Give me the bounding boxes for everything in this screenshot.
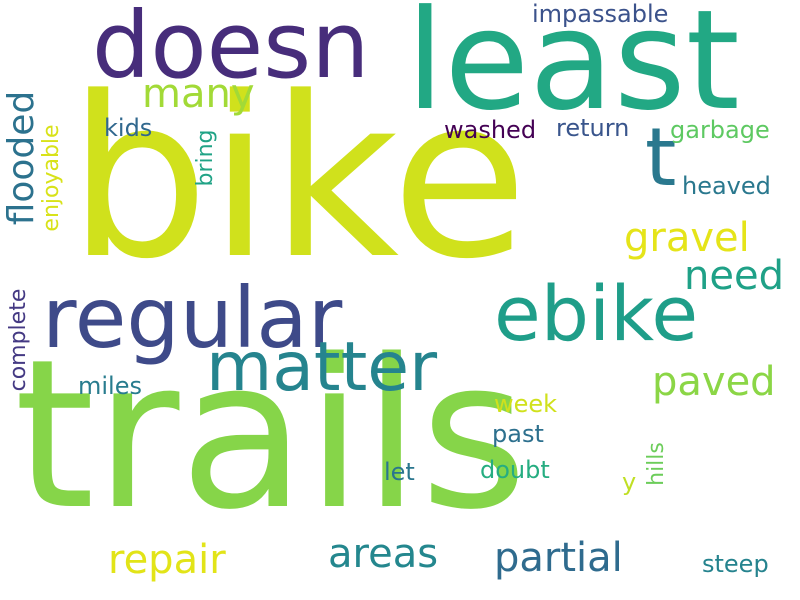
word-steep: steep — [702, 550, 769, 578]
word-paved: paved — [652, 359, 776, 405]
word-let: let — [384, 458, 415, 486]
word-past: past — [492, 420, 544, 448]
word-least: least — [406, 0, 740, 141]
word-bring: bring — [193, 129, 218, 187]
word-garbage: garbage — [670, 116, 770, 144]
word-flooded: flooded — [1, 90, 42, 226]
word-bike: bike — [68, 50, 528, 308]
word-doubt: doubt — [480, 456, 550, 484]
word-enjoyable: enjoyable — [39, 124, 64, 232]
word-t: t — [645, 111, 677, 204]
word-y: y — [622, 468, 637, 496]
word-miles: miles — [78, 372, 142, 400]
word-many: many — [142, 71, 255, 117]
word-complete: complete — [6, 288, 31, 392]
word-need: need — [684, 253, 784, 299]
word-ebike: ebike — [494, 269, 699, 358]
word-heaved: heaved — [682, 172, 771, 200]
word-doesn: doesn — [92, 0, 370, 99]
word-matter: matter — [206, 328, 438, 407]
word-week: week — [494, 390, 558, 418]
word-regular: regular — [42, 269, 343, 367]
word-hills: hills — [644, 442, 669, 486]
word-kids: kids — [104, 114, 153, 142]
word-gravel: gravel — [624, 215, 750, 261]
word-repair: repair — [108, 537, 226, 583]
word-impassable: impassable — [532, 0, 669, 28]
word-return: return — [556, 114, 630, 142]
word-areas: areas — [328, 531, 439, 577]
word-washed: washed — [444, 116, 537, 144]
word-trails: trails — [14, 315, 528, 555]
word-partial: partial — [494, 535, 623, 581]
